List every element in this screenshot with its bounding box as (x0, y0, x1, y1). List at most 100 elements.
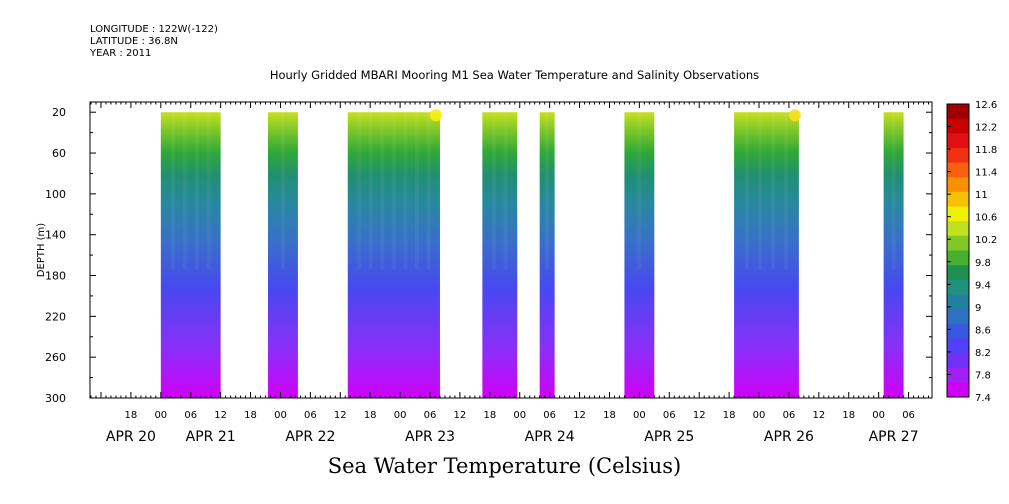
legend-swatch (947, 147, 969, 164)
legend-swatch (947, 206, 969, 222)
y-tick-label: 300 (45, 392, 66, 405)
legend-swatch (947, 279, 969, 295)
contour-band (770, 112, 775, 270)
x-tick-label: 18 (723, 410, 736, 421)
x-tick-label: 06 (783, 410, 796, 421)
x-tick-label: 06 (424, 410, 437, 421)
legend-label: 10.2 (975, 235, 997, 246)
x-date-label: APR 24 (525, 429, 575, 445)
legend-label: 9.8 (975, 258, 991, 269)
x-tick-label: 00 (513, 410, 526, 421)
legend-swatch (947, 382, 969, 398)
x-date-label: APR 26 (764, 429, 814, 445)
x-tick-label: 12 (454, 410, 467, 421)
legend-label: 10.6 (975, 213, 997, 224)
legend-swatch (947, 191, 969, 208)
data-column (267, 112, 298, 398)
legend-label: 12.2 (975, 123, 997, 134)
x-tick-label: 12 (573, 410, 586, 421)
contour-band (170, 112, 175, 270)
x-tick-label: 18 (603, 410, 616, 421)
legend-label: 11 (975, 190, 988, 201)
y-tick-label: 180 (45, 270, 66, 283)
data-column (539, 112, 555, 398)
contour-band (426, 112, 431, 270)
x-tick-label: 12 (812, 410, 825, 421)
y-tick-label: 20 (52, 106, 66, 119)
legend-label: 12.6 (975, 100, 997, 111)
legend-label: 11.8 (975, 145, 997, 156)
legend-label: 9.4 (975, 280, 991, 291)
contour-band (491, 112, 496, 270)
x-tick-label: 18 (125, 410, 138, 421)
data-column (160, 112, 221, 398)
x-date-label: APR 20 (106, 429, 156, 445)
x-tick-label: 00 (633, 410, 646, 421)
legend-swatch (947, 338, 969, 354)
x-tick-label: 18 (842, 410, 855, 421)
contour-band (545, 112, 550, 270)
data-columns (160, 109, 904, 398)
legend-swatch (947, 250, 969, 266)
legend-label: 7.8 (975, 370, 991, 381)
y-tick-label: 220 (45, 310, 66, 323)
legend-swatch (947, 323, 969, 339)
contour-band (194, 112, 199, 270)
legend-swatch (947, 353, 969, 369)
y-axis: 20 60 100 140 180 220 260 300 (45, 106, 932, 405)
contour-band (280, 112, 285, 270)
legend-swatch (947, 265, 969, 281)
year-label: YEAR : 2011 (90, 48, 152, 59)
legend-label: 9 (975, 303, 981, 314)
latitude-label: LATITUDE : 36.8N (90, 36, 178, 47)
x-tick-label: 18 (244, 410, 257, 421)
contour-band (368, 112, 373, 270)
contour-band (503, 112, 508, 270)
legend-swatch (947, 162, 969, 178)
plot-frame (89, 101, 933, 399)
legend-swatch (947, 309, 969, 325)
x-tick-label: 06 (663, 410, 676, 421)
variable-title: Sea Water Temperature (Celsius) (327, 454, 682, 478)
legend-swatch (947, 118, 969, 134)
legend-swatch (947, 294, 969, 310)
x-date-label: APR 27 (869, 429, 919, 445)
contour-band (206, 112, 211, 270)
x-tick-label: 00 (872, 410, 885, 421)
x-tick-label: 12 (214, 410, 227, 421)
legend-label: 8.2 (975, 348, 991, 359)
x-tick-label: 18 (364, 410, 377, 421)
legend-label: 8.6 (975, 325, 991, 336)
data-column (482, 112, 518, 398)
legend-swatch (947, 104, 969, 120)
x-date-label: APR 25 (644, 429, 694, 445)
data-column (347, 112, 440, 398)
contour-band (403, 112, 408, 270)
warm-spot (429, 109, 442, 122)
legend-swatch (947, 177, 969, 193)
contour-band (758, 112, 763, 270)
legend-swatch (947, 235, 969, 251)
contour-band (182, 112, 187, 270)
contour-band (357, 112, 362, 270)
x-tick-label: 06 (184, 410, 197, 421)
contour-band (637, 112, 642, 270)
legend-swatch (947, 221, 969, 237)
contour-band (414, 112, 419, 270)
longitude-label: LONGITUDE : 122W(-122) (90, 24, 218, 35)
x-date-label: APR 22 (285, 429, 335, 445)
y-axis-title: DEPTH (m) (36, 223, 47, 277)
legend-label: 11.4 (975, 168, 997, 179)
warm-spot (788, 109, 801, 122)
x-tick-label: 12 (334, 410, 347, 421)
legend-label: 7.4 (975, 393, 991, 404)
x-tick-label: 00 (154, 410, 167, 421)
x-tick-label: 18 (483, 410, 496, 421)
x-date-label: APR 21 (186, 429, 236, 445)
x-axis: 18 00 06 12 18 00 06 12 18 00 06 12 18 00 06 12 18 00 06 12… (90, 102, 930, 445)
color-legend: 12.6 12.2 11.8 11.4 11 10.6 10.2 9.8 9.4 9 8.6 8.2 7… (946, 100, 997, 404)
y-tick-label: 140 (45, 229, 66, 242)
y-tick-label: 100 (45, 188, 66, 201)
x-tick-label: 06 (902, 410, 915, 421)
x-tick-label: 06 (543, 410, 556, 421)
